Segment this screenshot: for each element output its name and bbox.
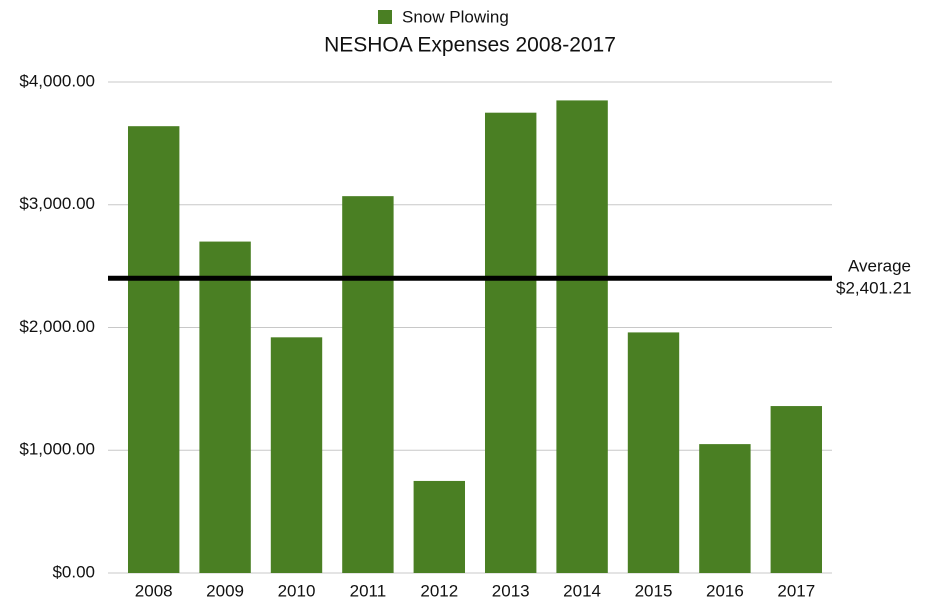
bar [342, 196, 394, 573]
x-tick-label: 2017 [777, 581, 815, 600]
bar [770, 406, 823, 573]
bar [699, 444, 751, 573]
y-tick-label: $1,000.00 [19, 440, 95, 459]
x-tick-label: 2009 [206, 581, 244, 600]
x-tick-label: 2016 [706, 581, 744, 600]
y-tick-label: $0.00 [52, 562, 95, 581]
bar [199, 241, 251, 573]
x-tick-label: 2012 [420, 581, 458, 600]
bar [127, 126, 180, 573]
x-tick-label: 2013 [492, 581, 530, 600]
chart-title: NESHOA Expenses 2008-2017 [324, 34, 616, 57]
bar [270, 337, 323, 573]
x-tick-label: 2011 [350, 581, 387, 600]
y-tick-label: $2,000.00 [19, 317, 95, 336]
bar [627, 332, 680, 573]
average-value: $2,401.21 [836, 279, 912, 298]
bar [484, 112, 537, 573]
average-label: Average [848, 257, 911, 276]
x-tick-label: 2015 [635, 581, 673, 600]
legend-swatch [378, 10, 392, 24]
bar [413, 480, 466, 573]
y-tick-label: $3,000.00 [19, 194, 95, 213]
x-tick-label: 2008 [135, 581, 173, 600]
legend-label: Snow Plowing [402, 7, 509, 26]
bar [556, 100, 608, 573]
x-tick-label: 2010 [278, 581, 316, 600]
y-tick-label: $4,000.00 [19, 71, 95, 90]
x-tick-label: 2014 [563, 581, 601, 600]
